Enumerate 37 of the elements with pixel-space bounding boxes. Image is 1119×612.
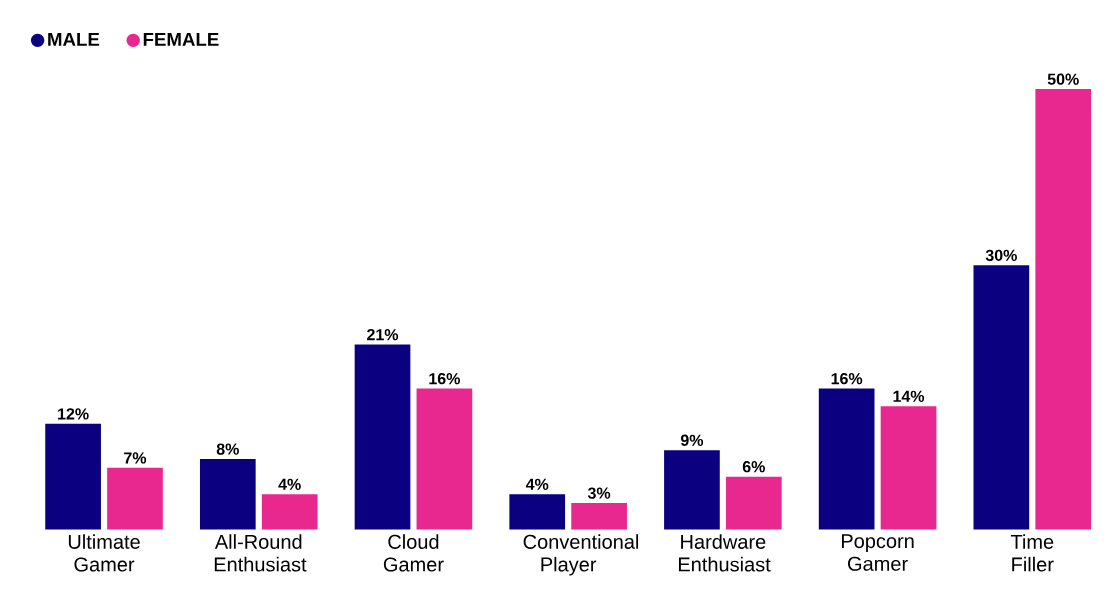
legend-label: FEMALE [143,32,219,46]
data-label: 8% [216,443,239,455]
legend-label: MALE [48,32,100,46]
x-tick-label: Ultimate Gamer [68,534,140,572]
data-label: 50% [1047,73,1079,85]
data-label: 16% [429,372,460,385]
bar [818,388,875,530]
x-tick-label: Cloud Gamer [383,534,444,572]
x-tick-label: All-Round Enthusiast [214,534,307,572]
data-label: 21% [367,328,399,341]
data-label: 30% [985,249,1017,261]
bar [571,502,627,530]
bar [973,265,1030,530]
bar [509,494,566,530]
data-label: 14% [893,390,925,402]
data-label: 7% [124,452,147,464]
data-label: 12% [58,408,89,420]
bar [880,406,937,530]
bar [416,388,473,530]
bar [107,467,163,530]
data-label: 6% [742,460,765,473]
bar [664,450,720,530]
bar [45,423,101,530]
data-label: 16% [831,372,863,385]
x-tick-label: Popcorn Gamer [841,534,914,571]
bar [354,344,411,530]
bar [1035,89,1092,530]
data-label: 4% [278,478,301,490]
bar [261,494,318,530]
bar [725,476,782,530]
x-tick-label: Conventional Player [523,534,639,576]
x-tick-label: Hardware Enthusiast [678,534,771,572]
data-label: 4% [525,478,549,490]
x-tick-label: Time Filler [1010,534,1054,572]
data-label: 9% [680,434,704,446]
data-label: 3% [587,487,611,499]
bar [199,458,256,530]
